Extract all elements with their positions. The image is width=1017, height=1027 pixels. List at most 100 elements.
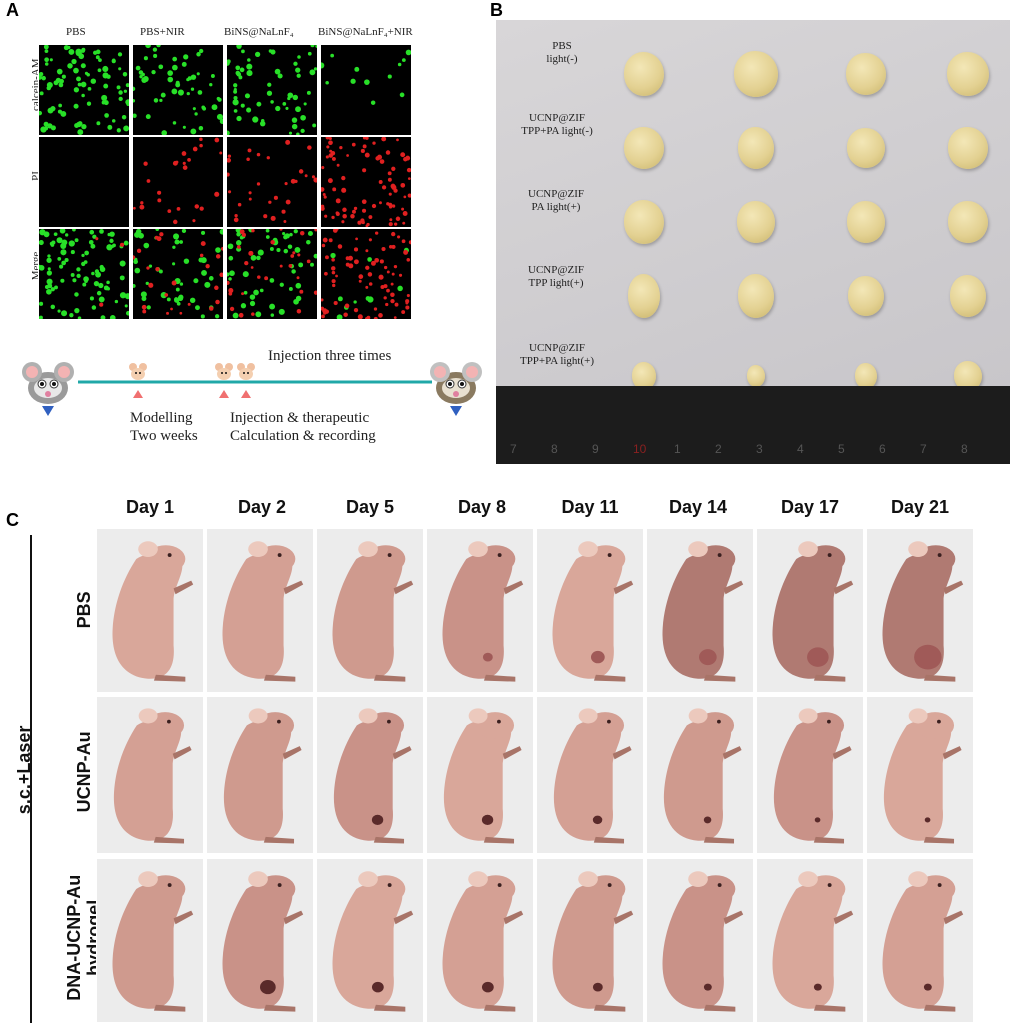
tumor-row-label-4-line1: UCNP@ZIF — [528, 264, 584, 276]
ruler-number: 7 — [510, 442, 517, 456]
fluorescence-image — [226, 228, 318, 320]
ruler-number: 4 — [797, 442, 804, 456]
mouse-photo — [756, 528, 864, 693]
tumor-sample — [738, 127, 774, 169]
ruler-number: 10 — [633, 442, 647, 456]
panel-letter-a: A — [6, 0, 19, 20]
mouse-photo — [96, 858, 204, 1023]
tumor-sample — [624, 52, 664, 96]
tumor-row-label-4: UCNP@ZIF TPP light(+) — [506, 264, 606, 290]
mouse-photo — [426, 528, 534, 693]
column-header-bins: BiNS@NaLnF₄ — [224, 26, 294, 38]
mouse-photo — [96, 528, 204, 693]
ruler-number: 3 — [756, 442, 763, 456]
mouse-photo — [646, 528, 754, 693]
mouse-photo — [536, 858, 644, 1023]
mouse-photo — [866, 696, 974, 854]
fluorescence-image — [226, 136, 318, 228]
mouse-photo — [536, 528, 644, 693]
mouse-photo — [866, 528, 974, 693]
tumor-sample — [846, 53, 886, 95]
mouse-photo — [426, 696, 534, 854]
timeline-diagram: Injection three times Modelling Two week… — [18, 340, 488, 460]
tumor-row-label-2-line2: TPP+PA light(-) — [521, 125, 593, 138]
day-header: Day 1 — [125, 497, 175, 517]
tumor-row-label-1: PBS light(-) — [522, 40, 602, 66]
day-header: Day 11 — [561, 497, 619, 517]
tumor-row-label-5-line1: UCNP@ZIF — [529, 342, 585, 354]
mouse-photo — [646, 696, 754, 854]
tumor-row-label-3: UCNP@ZIF PA light(+) — [506, 188, 606, 214]
mouse-photo — [866, 858, 974, 1023]
tumor-sample — [734, 51, 778, 97]
mouse-photo — [206, 696, 314, 854]
tumor-sample — [855, 363, 877, 389]
timeline-top-label: Injection three times — [268, 348, 392, 364]
day-header: Day 14 — [668, 497, 728, 517]
mouse-photo — [756, 858, 864, 1023]
row-label-dna-line1: DNA-UCNP-Au — [64, 874, 85, 1001]
tumor-sample — [624, 200, 664, 244]
column-header-pbs-nir: PBS+NIR — [140, 26, 185, 38]
tumor-row-label-3-line1: UCNP@ZIF — [528, 188, 584, 200]
mouse-photo — [426, 858, 534, 1023]
day-header: Day 21 — [890, 497, 950, 517]
mouse-photo — [206, 528, 314, 693]
tumor-sample — [624, 127, 664, 169]
tumor-row-label-5-line2: TPP+PA light(+) — [519, 355, 595, 368]
fluorescence-image — [320, 136, 412, 228]
tumor-sample — [737, 201, 775, 243]
tumor-sample — [847, 201, 885, 243]
tumor-sample — [947, 52, 989, 96]
fluorescence-image — [38, 136, 130, 228]
column-header-pbs: PBS — [66, 26, 86, 38]
tumor-sample — [747, 365, 765, 387]
ruler-number: 5 — [838, 442, 845, 456]
mouse-photo — [96, 696, 204, 854]
day-header: Day 5 — [345, 497, 395, 517]
timeline-label-calculation: Calculation & recording — [230, 428, 376, 444]
fluorescence-image — [320, 44, 412, 136]
timeline-label-modelling: Modelling — [130, 410, 193, 426]
day-header: Day 17 — [780, 497, 840, 517]
tumor-row-label-1-line2: light(-) — [546, 53, 578, 66]
tumor-sample — [628, 274, 660, 318]
timeline-svg — [22, 362, 482, 416]
row-label-ucnp-au: UCNP-Au — [74, 731, 95, 813]
ruler-number: 9 — [592, 442, 599, 456]
tumor-sample — [632, 362, 656, 390]
panel-letter-b: B — [490, 0, 503, 20]
tumor-sample — [948, 127, 988, 169]
column-header-bins-nir: BiNS@NaLnF₄+NIR — [318, 26, 413, 38]
tumor-row-label-4-line2: TPP light(+) — [528, 277, 584, 290]
ruler-number: 6 — [879, 442, 886, 456]
mouse-icon-start — [22, 362, 74, 416]
ruler-number: 8 — [961, 442, 968, 456]
fluorescence-image — [320, 228, 412, 320]
fluorescence-image — [38, 228, 130, 320]
fluorescence-grid: PBS PBS+NIR BiNS@NaLnF₄ BiNS@NaLnF₄+NIR … — [30, 20, 418, 320]
mouse-photo — [756, 696, 864, 854]
tumor-photo: PBS light(-) UCNP@ZIF TPP+PA light(-) UC… — [496, 20, 1010, 464]
mouse-photo — [646, 858, 754, 1023]
mouse-photo — [316, 696, 424, 854]
tumor-row-label-1-line1: PBS — [552, 40, 572, 52]
ruler-number: 2 — [715, 442, 722, 456]
fluorescence-image — [132, 228, 224, 320]
fluorescence-image — [38, 44, 130, 136]
mouse-photo — [536, 696, 644, 854]
tumor-sample — [847, 128, 885, 168]
group-bracket — [30, 535, 32, 1023]
tumor-sample — [948, 201, 988, 243]
timeline-label-two-weeks: Two weeks — [130, 428, 198, 444]
mouse-icon-end — [430, 362, 482, 416]
ruler: 7 8 9 10 1 2 3 4 5 6 7 8 — [496, 386, 1010, 464]
fluorescence-image — [226, 44, 318, 136]
tumor-sample — [848, 276, 884, 316]
tumor-row-label-2-line1: UCNP@ZIF — [529, 112, 585, 124]
mouse-photo — [206, 858, 314, 1023]
tumor-sample — [738, 274, 774, 318]
day-header: Day 2 — [237, 497, 287, 517]
tumor-row-label-5: UCNP@ZIF TPP+PA light(+) — [502, 342, 612, 368]
timeline-label-injection: Injection & therapeutic — [230, 410, 370, 426]
